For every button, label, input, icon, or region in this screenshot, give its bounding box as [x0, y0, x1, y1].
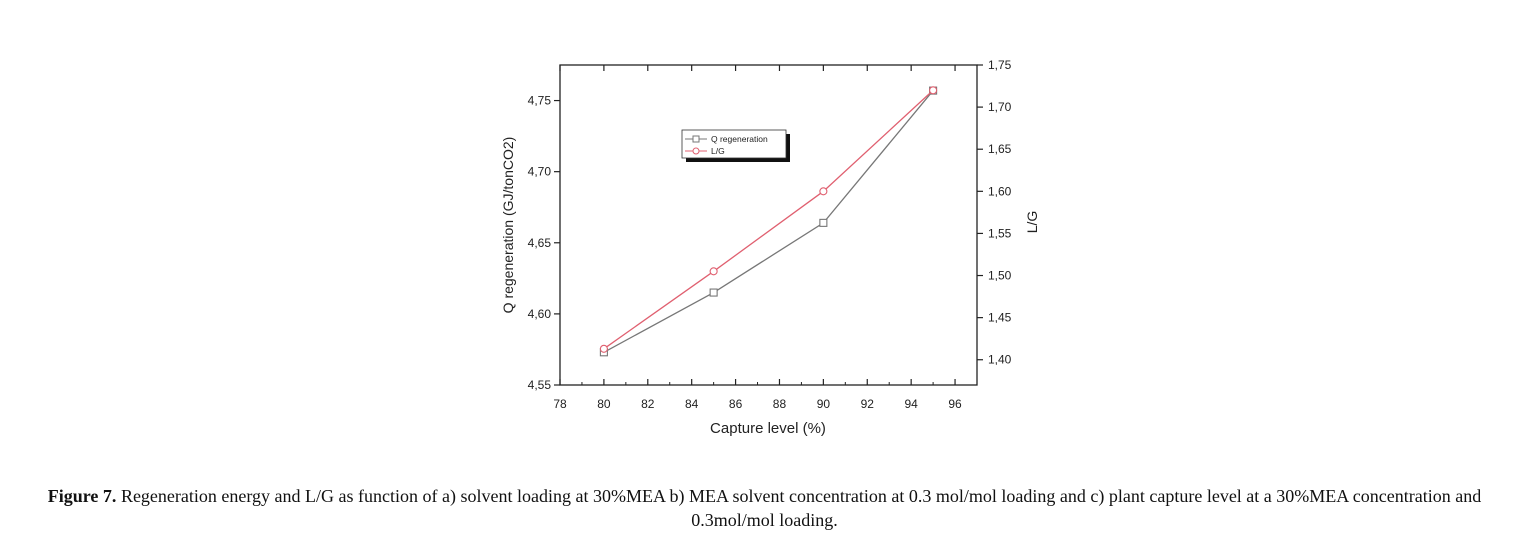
y-axis-left: 4,55 4,60 4,65 4,70 4,75: [528, 94, 560, 392]
y-right-tick-label: 1,65: [988, 142, 1012, 156]
y-left-tick-label: 4,55: [528, 378, 552, 392]
figure-caption: Figure 7. Regeneration energy and L/G as…: [20, 484, 1509, 532]
y-left-tick-label: 4,65: [528, 236, 552, 250]
y-axis-left-label: Q regeneration (GJ/tonCO2): [500, 137, 516, 314]
x-tick-label: 92: [861, 397, 875, 411]
x-axis-label: Capture level (%): [710, 420, 826, 437]
series-group: [599, 86, 938, 357]
y-right-tick-label: 1,70: [988, 100, 1012, 114]
y-right-tick-label: 1,45: [988, 311, 1012, 325]
legend-label-q-regeneration: Q regeneration: [711, 134, 768, 144]
x-tick-label: 84: [685, 397, 699, 411]
x-tick-label: 88: [773, 397, 787, 411]
x-tick-label: 82: [641, 397, 655, 411]
y-axis-right: 1,40 1,45 1,50 1,55 1,60 1,65 1,70 1,75: [977, 58, 1012, 367]
series-line-l-g: [603, 89, 934, 350]
y-right-tick-label: 1,55: [988, 226, 1012, 240]
legend-label-lg: L/G: [711, 146, 725, 156]
legend: Q regeneration L/G: [681, 129, 790, 162]
data-point-l-g: [709, 267, 718, 276]
x-axis: 78 80 82 84 86 88 90 92 94 96: [553, 65, 978, 411]
caption-text: Regeneration energy and L/G as function …: [116, 486, 1482, 530]
data-point-l-g: [819, 187, 828, 196]
x-tick-label: 90: [817, 397, 831, 411]
x-tick-label: 86: [729, 397, 743, 411]
legend-box: [681, 129, 787, 159]
y-right-tick-label: 1,75: [988, 58, 1012, 72]
data-point-q-regeneration: [819, 218, 828, 227]
series-line-q-regeneration: [603, 90, 934, 353]
x-tick-label: 78: [553, 397, 567, 411]
data-point-l-g: [599, 344, 608, 353]
legend-marker-lg: [692, 147, 700, 155]
x-tick-label: 94: [904, 397, 918, 411]
plot-frame: [559, 64, 978, 386]
x-tick-label: 80: [597, 397, 611, 411]
legend-marker-q-regeneration: [692, 135, 700, 143]
caption-lead: Figure 7.: [47, 486, 117, 506]
y-right-tick-label: 1,50: [988, 269, 1012, 283]
y-left-tick-label: 4,75: [528, 94, 552, 108]
data-point-q-regeneration: [709, 288, 718, 297]
data-point-l-g: [929, 86, 938, 95]
y-left-tick-label: 4,60: [528, 307, 552, 321]
y-axis-right-label: L/G: [1024, 211, 1040, 234]
y-right-tick-label: 1,40: [988, 353, 1012, 367]
x-tick-label: 96: [948, 397, 962, 411]
y-right-tick-label: 1,60: [988, 184, 1012, 198]
y-left-tick-label: 4,70: [528, 165, 552, 179]
